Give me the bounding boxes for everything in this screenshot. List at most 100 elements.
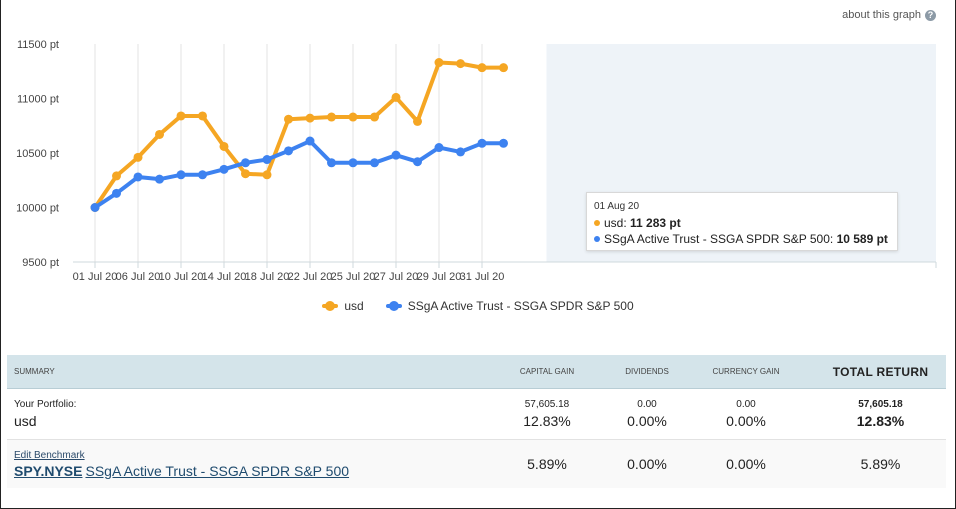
series-line-1 xyxy=(93,139,506,210)
about-graph-link[interactable]: about this graph ? xyxy=(842,9,936,21)
series-0-point xyxy=(133,152,143,162)
portfolio-dividends: 0.00 0.00% xyxy=(617,399,677,429)
series-0-point xyxy=(413,116,422,126)
benchmark-cell: Edit Benchmark SPY.NYSE SSgA Active Trust… xyxy=(7,450,477,479)
header-total-return: TOTAL RETURN xyxy=(832,364,929,379)
legend-item-usd[interactable]: usd xyxy=(322,299,364,313)
y-tick-label: 10000 pt xyxy=(16,203,59,215)
series-1-point xyxy=(499,138,508,148)
portfolio-currency-gain: 0.00 0.00% xyxy=(677,399,815,429)
edit-benchmark-link[interactable]: Edit Benchmark xyxy=(14,449,85,461)
tooltip-value-benchmark: 10 589 pt xyxy=(836,232,888,246)
series-0-point xyxy=(112,171,121,181)
portfolio-total-return-pct: 12.83% xyxy=(856,413,905,429)
legend-symbol-benchmark-icon xyxy=(385,301,402,311)
y-tick-label: 9500 pt xyxy=(22,257,59,269)
y-tick-label: 10500 pt xyxy=(16,148,59,160)
series-1-point xyxy=(262,155,272,165)
portfolio-total-return-amount: 57,605.18 xyxy=(858,399,903,410)
portfolio-capital-gain: 57,605.18 12.83% xyxy=(477,399,617,429)
portfolio-name: usd xyxy=(14,413,37,429)
benchmark-name-link[interactable]: SSgA Active Trust - SSGA SPDR S&P 500 xyxy=(85,462,350,479)
series-1-point xyxy=(477,138,487,148)
tooltip-row-usd: usd: 11 283 pt xyxy=(594,215,890,231)
series-0-point xyxy=(262,170,272,180)
benchmark-title: SPY.NYSE SSgA Active Trust - SSGA SPDR S&… xyxy=(14,463,477,479)
legend-label-usd[interactable]: usd xyxy=(344,299,364,313)
x-tick-label: 10 Jul 20 xyxy=(159,271,204,283)
benchmark-total-return-pct: 5.89% xyxy=(860,456,901,472)
series-0-point xyxy=(370,112,379,122)
series-0-point xyxy=(348,112,358,122)
x-tick-label: 18 Jul 20 xyxy=(245,271,290,283)
series-1-point xyxy=(176,170,186,180)
series-1-point xyxy=(413,157,422,167)
series-0-point xyxy=(241,169,250,179)
series-1-point xyxy=(198,170,207,180)
chart-tooltip: 01 Aug 20 usd: 11 283 pt SSgA Active Tru… xyxy=(586,192,898,251)
tooltip-dot-usd xyxy=(594,220,600,227)
series-1-point xyxy=(219,164,229,174)
series-1-point xyxy=(348,158,358,168)
help-icon[interactable]: ? xyxy=(925,9,936,21)
series-1-point xyxy=(284,146,293,156)
tooltip-label-usd: usd: xyxy=(604,216,627,230)
portfolio-label: Your Portfolio: xyxy=(14,399,77,410)
benchmark-dividends-pct: 0.00% xyxy=(627,456,667,472)
x-tick-label: 22 Jul 20 xyxy=(288,271,333,283)
portfolio-row: Your Portfolio: usd 57,605.18 12.83% 0.0… xyxy=(7,389,946,440)
y-tick-label: 11500 pt xyxy=(17,39,59,51)
about-graph-label[interactable]: about this graph xyxy=(842,9,921,21)
series-1-point xyxy=(155,174,164,184)
portfolio-dividends-amount: 0.00 xyxy=(637,399,657,410)
series-0-point xyxy=(499,63,508,73)
series-line-0 xyxy=(93,60,506,210)
tooltip-label-benchmark: SSgA Active Trust - SSGA SPDR S&P 500: xyxy=(604,232,834,246)
x-tick-label: 31 Jul 20 xyxy=(460,271,505,283)
series-1-point xyxy=(133,172,143,182)
header-summary: SUMMARY xyxy=(14,367,55,376)
series-1-point xyxy=(456,147,465,157)
series-0-point xyxy=(327,112,336,122)
series-0-point xyxy=(477,63,487,73)
line-chart: 9500 pt 10000 pt 10500 pt 11000 pt 11500 pt 0… xyxy=(16,39,937,283)
chart-legend: usd SSgA Active Trust - SSGA SPDR S&P 50… xyxy=(0,299,956,313)
x-tick-label: 01 Jul 20 xyxy=(73,271,118,283)
benchmark-currency-gain-pct: 0.00% xyxy=(726,456,766,472)
series-1-point xyxy=(241,158,250,168)
portfolio-capital-gain-amount: 57,605.18 xyxy=(524,399,570,410)
series-0-point xyxy=(155,129,164,139)
series-0-point xyxy=(219,141,229,151)
series-0-point xyxy=(456,59,465,69)
portfolio-capital-gain-pct: 12.83% xyxy=(523,413,571,429)
y-tick-label: 11000 pt xyxy=(17,94,59,106)
series-0-point xyxy=(434,58,444,68)
legend-label-benchmark[interactable]: SSgA Active Trust - SSGA SPDR S&P 500 xyxy=(407,299,634,313)
summary-table: SUMMARY CAPITAL GAIN DIVIDENDS CURRENCY … xyxy=(7,355,946,488)
benchmark-ticker-link[interactable]: SPY.NYSE xyxy=(14,462,83,479)
series-0-point xyxy=(305,113,315,123)
header-currency-gain: CURRENCY GAIN xyxy=(712,367,780,376)
series-1-point xyxy=(90,203,100,212)
portfolio-dividends-pct: 0.00% xyxy=(627,413,667,429)
series-1-point xyxy=(112,188,121,198)
legend-item-benchmark[interactable]: SSgA Active Trust - SSGA SPDR S&P 500 xyxy=(385,299,634,313)
series-0-point xyxy=(176,111,186,121)
series-1-point xyxy=(305,136,315,146)
header-capital-gain: CAPITAL GAIN xyxy=(519,367,575,376)
portfolio-cell: Your Portfolio: usd xyxy=(7,399,477,429)
header-dividends: DIVIDENDS xyxy=(625,367,669,376)
x-tick-label: 06 Jul 20 xyxy=(116,271,161,283)
tooltip-row-benchmark: SSgA Active Trust - SSGA SPDR S&P 500: 1… xyxy=(594,231,890,247)
series-0-point xyxy=(284,114,293,124)
portfolio-currency-gain-amount: 0.00 xyxy=(736,399,756,410)
summary-header-row: SUMMARY CAPITAL GAIN DIVIDENDS CURRENCY … xyxy=(7,355,946,389)
tooltip-dot-benchmark xyxy=(594,236,600,243)
benchmark-row: Edit Benchmark SPY.NYSE SSgA Active Trust… xyxy=(7,440,946,488)
series-0-point xyxy=(198,111,207,121)
portfolio-currency-gain-pct: 0.00% xyxy=(726,413,766,429)
benchmark-capital-gain-pct: 5.89% xyxy=(527,456,567,472)
portfolio-total-return: 57,605.18 12.83% xyxy=(815,399,946,429)
tooltip-date: 01 Aug 20 xyxy=(594,201,640,212)
tooltip-value-usd: 11 283 pt xyxy=(630,216,681,230)
